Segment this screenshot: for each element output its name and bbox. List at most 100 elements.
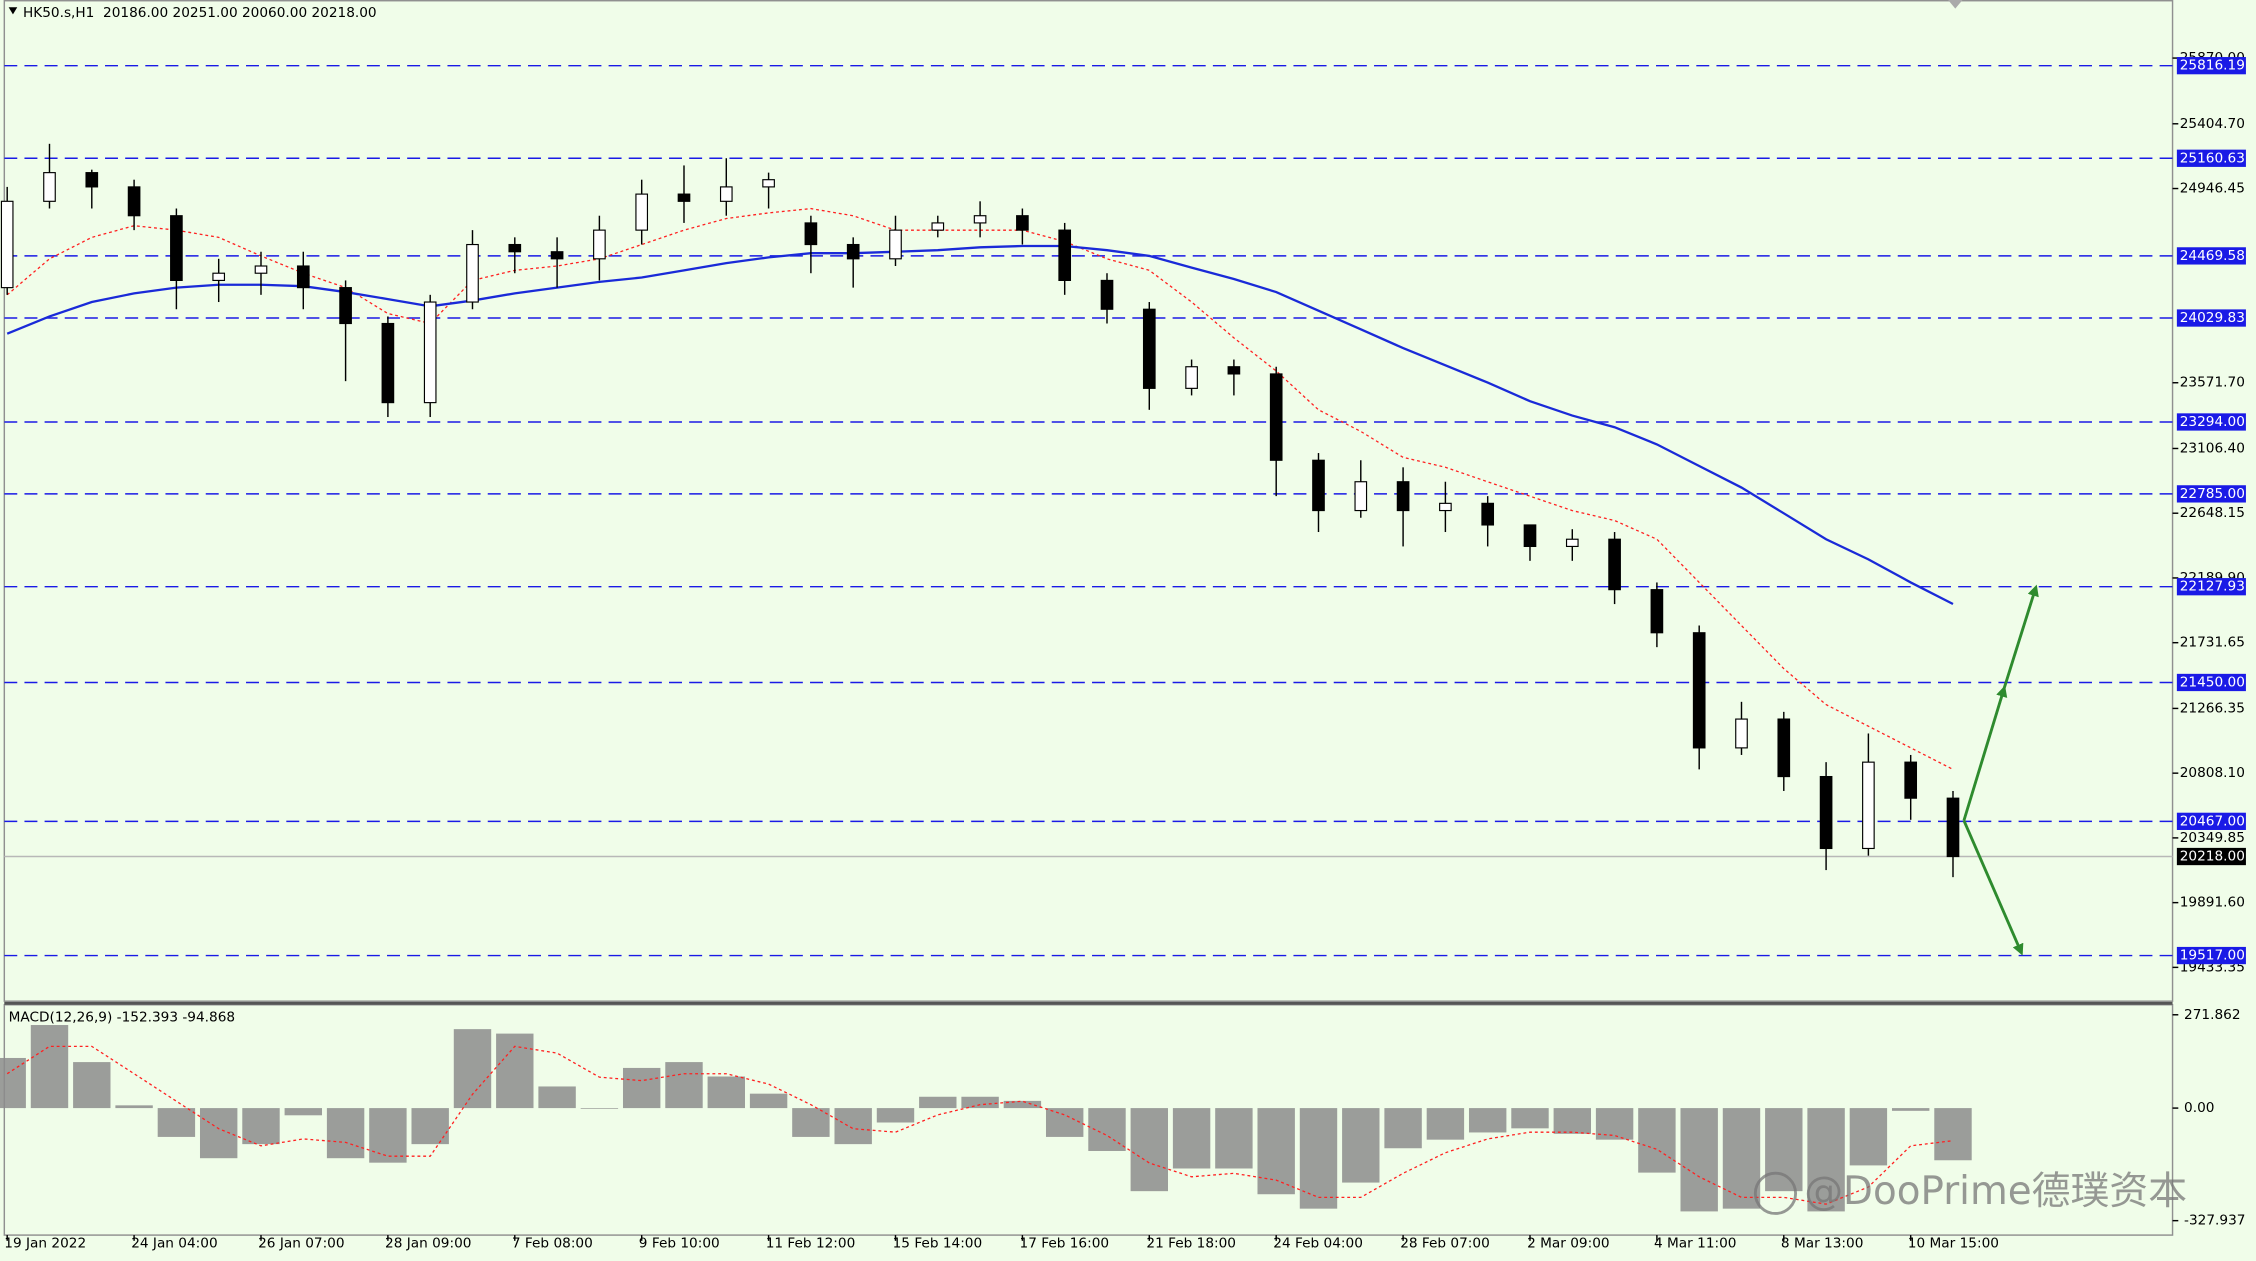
current-price-box [2176, 847, 2246, 866]
candle-body [1523, 524, 1537, 548]
macd-bar [961, 1096, 999, 1109]
shift-marker [1948, 0, 1963, 9]
candle-body [1777, 718, 1791, 778]
up-arrow [1962, 685, 2008, 821]
candle-body [1608, 538, 1621, 591]
candle-body [1354, 481, 1368, 512]
level-label-box [2176, 673, 2246, 692]
macd-bar [1468, 1108, 1507, 1133]
macd-bar [1426, 1108, 1465, 1140]
level-label-box [2176, 57, 2246, 75]
level-label-box [2176, 149, 2246, 167]
macd-bar [1172, 1108, 1211, 1169]
macd-bar [1003, 1100, 1042, 1109]
x-tick-label: 28 Jan 09:00 [385, 1236, 471, 1252]
level-label-box [2176, 413, 2246, 431]
macd-bar [1891, 1108, 1930, 1111]
macd-bar [284, 1108, 322, 1116]
level-label: 24029.83 [2180, 310, 2245, 326]
candle-body [1481, 502, 1495, 526]
x-tick-label: 24 Feb 04:00 [1273, 1236, 1363, 1252]
macd-bar [1257, 1108, 1295, 1195]
candle-body [1016, 215, 1029, 231]
y-tick-label: 20808.10 [2180, 765, 2245, 781]
candle-body [381, 322, 395, 404]
macd-bar [876, 1108, 915, 1123]
candle-body [1946, 797, 1960, 858]
candle-body [127, 186, 141, 217]
candle-body [1565, 538, 1579, 548]
y-tick-label: 0.00 [2184, 1100, 2214, 1116]
candle-body [85, 172, 99, 188]
candle-body [1904, 761, 1918, 799]
moving-average [6, 244, 1954, 606]
macd-bar [1849, 1108, 1888, 1166]
level-label: 19517.00 [2180, 948, 2245, 964]
macd-bar [1130, 1108, 1168, 1192]
x-tick-label: 19 Jan 2022 [4, 1236, 86, 1252]
x-tick-label: 17 Feb 16:00 [1020, 1236, 1110, 1252]
macd-bar [580, 1108, 619, 1109]
macd-bar [792, 1108, 830, 1137]
level-label-box [2176, 812, 2246, 830]
y-tick-label: 22648.15 [2180, 505, 2245, 521]
candle-body [1100, 279, 1114, 310]
candle-body [1185, 366, 1198, 389]
candle-body [212, 272, 226, 281]
macd-bar [1511, 1108, 1549, 1129]
watermark-group: @DooPrime德璞资本 [1753, 1169, 2187, 1215]
candle-body [1227, 366, 1241, 375]
macd-bar [1299, 1108, 1338, 1209]
x-tick-label: 2 Mar 09:00 [1527, 1236, 1609, 1252]
candle-body [296, 265, 310, 289]
candle-body [677, 193, 691, 202]
y-tick-label: -327.937 [2184, 1213, 2245, 1229]
plot-layer: 25870.0025404.7024946.4523571.7023106.40… [0, 50, 2246, 1252]
chart-title: HK50.s,H1 20186.00 20251.00 20060.00 202… [23, 5, 377, 21]
x-tick-label: 28 Feb 07:00 [1400, 1236, 1490, 1252]
macd-bar [30, 1025, 69, 1109]
y-tick-label: 21266.35 [2180, 700, 2245, 716]
macd-bar [1934, 1108, 1972, 1161]
y-tick-label: 19891.60 [2180, 895, 2245, 911]
watermark: @DooPrime德璞资本 [1804, 1169, 2187, 1214]
level-label-box [2176, 946, 2246, 965]
candle-body [0, 200, 14, 289]
level-label: 22785.00 [2180, 486, 2245, 502]
candle-body [846, 243, 860, 260]
x-tick-label: 15 Feb 14:00 [893, 1236, 983, 1252]
x-tick-label: 9 Feb 10:00 [639, 1236, 720, 1252]
candle-body [550, 251, 564, 260]
macd-bar [622, 1067, 661, 1109]
y-tick-label: 23571.70 [2180, 375, 2245, 391]
x-tick-label: 4 Mar 11:00 [1654, 1236, 1736, 1252]
x-tick-label: 10 Mar 15:00 [1908, 1236, 1999, 1252]
level-label-box [2176, 578, 2246, 596]
candle-body [466, 243, 479, 303]
candle-body [762, 179, 775, 188]
macd-bar [749, 1093, 788, 1109]
up-arrow [2002, 584, 2039, 689]
candle-body [170, 215, 183, 281]
macd-bar [369, 1108, 407, 1163]
x-tick-label: 8 Mar 13:00 [1781, 1236, 1863, 1252]
level-label-box [2176, 309, 2246, 327]
macd-bar [1215, 1108, 1253, 1169]
macd-bar [1045, 1108, 1084, 1137]
level-label: 22127.93 [2180, 579, 2245, 595]
x-tick-label: 11 Feb 12:00 [766, 1236, 856, 1252]
y-tick-label: 24946.45 [2180, 181, 2245, 197]
macd-bar [157, 1108, 196, 1137]
macd-bar [0, 1057, 26, 1109]
candle-body [1312, 459, 1325, 512]
level-label: 25160.63 [2180, 150, 2245, 166]
x-tick-label: 24 Jan 04:00 [131, 1236, 217, 1252]
macd-bar [1553, 1108, 1591, 1134]
candle-body [1396, 481, 1410, 512]
candle-body [719, 186, 733, 202]
macd-title: MACD(12,26,9) -152.393 -94.868 [9, 1010, 235, 1026]
projection-arrows [1962, 584, 2039, 956]
candle-body [1058, 229, 1072, 281]
candle-body [931, 222, 945, 231]
